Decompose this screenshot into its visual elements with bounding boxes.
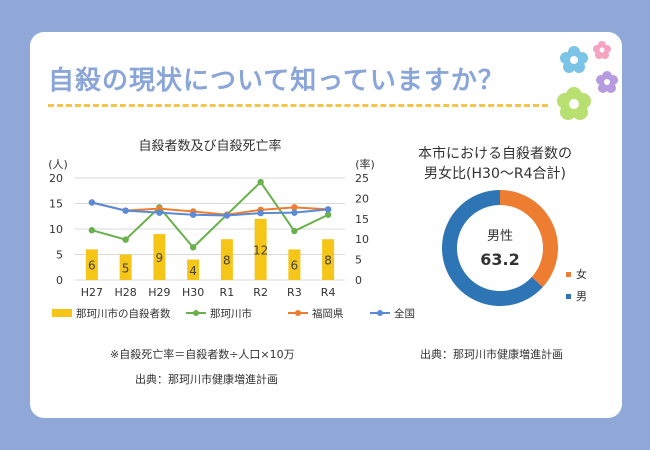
- flower-decoration-icon: [557, 41, 618, 120]
- title-divider: [48, 104, 548, 107]
- right-source: 出典：那珂川市健康増進計画: [420, 348, 563, 361]
- formula-note: ※自殺死亡率＝自殺者数÷人口×10万: [110, 348, 295, 361]
- left-source: 出典：那珂川市健康増進計画: [135, 373, 278, 386]
- page-title: 自殺の現状について知っていますか？: [48, 66, 505, 96]
